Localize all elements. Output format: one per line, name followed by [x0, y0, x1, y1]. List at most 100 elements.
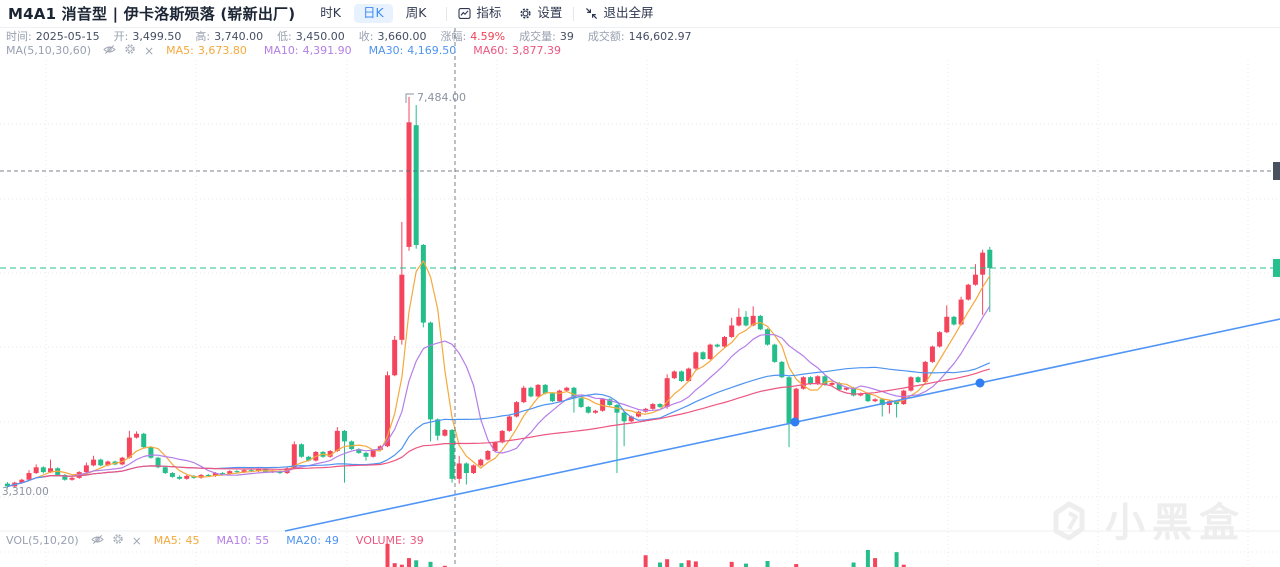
- vol-indicator-title: VOL(5,10,20): [6, 534, 79, 547]
- candle-body: [628, 416, 634, 422]
- candle-body: [492, 442, 498, 452]
- eye-off-icon[interactable]: [90, 534, 104, 548]
- candle-body: [535, 384, 541, 397]
- gear-icon: [519, 7, 532, 20]
- turnover-value: 146,602.97: [628, 30, 692, 43]
- tab-week-k[interactable]: 周K: [405, 5, 427, 21]
- candle-body: [62, 474, 68, 480]
- ma10-line: [7, 305, 991, 488]
- candle-body: [779, 361, 785, 378]
- candle-body: [729, 325, 735, 337]
- candle-body: [800, 377, 806, 389]
- candle-body: [413, 125, 419, 245]
- candle-body: [686, 368, 692, 382]
- crosshair-price-tag: [1273, 162, 1280, 180]
- eye-off-icon[interactable]: [103, 44, 116, 58]
- volume-bar: [428, 561, 433, 567]
- candle-body: [83, 465, 89, 473]
- candle-body: [578, 398, 584, 407]
- candle-body: [298, 444, 304, 457]
- trendline[interactable]: [284, 318, 1280, 532]
- candle-body: [514, 402, 520, 417]
- exit-fullscreen-label: 退出全屏: [603, 5, 654, 21]
- volume-bar: [643, 555, 648, 567]
- candle-body: [808, 377, 814, 384]
- volume-bar: [414, 560, 419, 567]
- candle-body: [571, 387, 577, 399]
- change-value: 4.59%: [470, 30, 506, 43]
- candle-body: [155, 457, 161, 468]
- volume-bar: [851, 562, 856, 567]
- candle-body: [463, 463, 469, 474]
- close-indicator-icon[interactable]: ×: [144, 43, 155, 58]
- candle-body: [478, 459, 484, 466]
- candle-body: [865, 393, 871, 402]
- candle-body: [126, 437, 132, 458]
- candle-body: [693, 352, 699, 369]
- indicator-settings-icon[interactable]: [112, 533, 124, 548]
- vol-ma20-value: 49: [324, 534, 339, 547]
- volume-bar: [657, 562, 662, 567]
- candle-body: [793, 388, 799, 424]
- time-value: 2025-05-15: [35, 30, 100, 43]
- candle-body: [341, 430, 347, 442]
- candle-body: [635, 411, 641, 417]
- candle-body: [908, 377, 914, 391]
- ma5-label: MA5:: [166, 44, 194, 57]
- candle-body: [772, 344, 778, 362]
- tab-hour-k[interactable]: 时K: [320, 5, 341, 21]
- candle-body: [442, 429, 448, 436]
- tab-day-k[interactable]: 日K: [354, 4, 393, 23]
- baseline-price-label: 3,310.00: [2, 486, 49, 498]
- candle-body: [162, 467, 168, 474]
- candle-body: [141, 433, 147, 448]
- candle-body: [879, 399, 885, 406]
- candle-body: [557, 390, 563, 402]
- exit-fullscreen-button[interactable]: 退出全屏: [585, 7, 653, 20]
- candle-body: [26, 473, 32, 480]
- candle-body: [951, 316, 957, 325]
- indicator-settings-icon[interactable]: [124, 43, 136, 58]
- volume-bar: [693, 561, 698, 567]
- ma10-label: MA10:: [263, 44, 299, 57]
- exit-fullscreen-icon: [585, 7, 598, 20]
- divider: [573, 6, 575, 21]
- candle-body: [456, 463, 462, 479]
- candle-body: [872, 399, 878, 402]
- candle-body: [241, 470, 247, 473]
- trendline-anchor[interactable]: [975, 378, 985, 388]
- close-indicator-icon[interactable]: ×: [131, 533, 142, 548]
- candle-body: [306, 456, 312, 461]
- candle-body: [33, 467, 39, 474]
- candle-body: [937, 332, 943, 347]
- candle-body: [399, 274, 405, 340]
- ma-legend-row: MA(5,10,30,60) × MA5: 3,673.80 MA10: 4,391…: [6, 43, 578, 58]
- vol-legend-controls: ×: [90, 533, 142, 548]
- candle-body: [5, 483, 10, 487]
- ma-indicator-title: MA(5,10,30,60): [6, 44, 92, 57]
- candle-body: [406, 122, 412, 247]
- candle-body: [48, 468, 54, 473]
- ohlc-info-row: 时间: 2025-05-15 开: 3,499.50 高: 3,740.00 低: 3,…: [6, 30, 706, 43]
- volume-label: 成交量:: [519, 30, 556, 43]
- high-value: 3,740.00: [214, 30, 264, 43]
- volume-bar: [894, 552, 899, 567]
- candle-body: [499, 430, 505, 443]
- candle-body: [420, 244, 426, 323]
- volume-bar: [665, 559, 670, 567]
- candle-body: [750, 315, 756, 326]
- indicator-button[interactable]: 指标: [458, 7, 501, 20]
- candle-body: [105, 461, 111, 466]
- settings-button[interactable]: 设置: [519, 7, 562, 20]
- candle-body: [385, 375, 391, 447]
- vol-legend-row: VOL(5,10,20) × MA5: 45 MA10: 55 MA20: 49 VO…: [6, 533, 441, 548]
- volume-bar: [686, 560, 691, 567]
- candle-body: [592, 410, 598, 413]
- volume-value: 39: [559, 30, 574, 43]
- indicator-icon: [458, 7, 471, 20]
- vol-ma5-label: MA5:: [153, 534, 182, 547]
- candle-body: [291, 444, 297, 469]
- toolbar: M4A1 消音型 | 伊卡洛斯殒落 (崭新出厂) 时K 日K 周K 指标: [0, 0, 1280, 28]
- trendline-anchor[interactable]: [790, 417, 800, 427]
